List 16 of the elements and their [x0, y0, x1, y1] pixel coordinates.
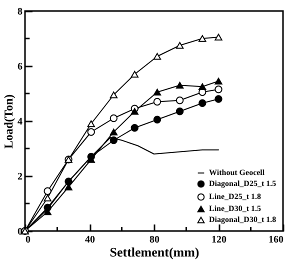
y-tick-label: 4: [18, 116, 22, 128]
x-tick-label: 0: [26, 234, 30, 246]
legend-label: Diagonal_D25_t 1.5: [209, 179, 276, 188]
legend-label: Without Geocell: [209, 168, 266, 177]
x-tick-label: 80: [150, 234, 160, 246]
x-tick-label: 120: [212, 234, 226, 246]
y-axis-title: Load(Ton): [2, 94, 16, 149]
x-tick-label: 40: [85, 234, 95, 246]
legend-label: Diagonal_D30_t 1.8: [209, 215, 276, 224]
y-tick-label: 2: [18, 172, 22, 182]
y-tick-label: 6: [18, 62, 22, 72]
legend-label: Line_D30_t 1.5: [209, 204, 261, 213]
legend-label: Line_D25_t 1.8: [209, 192, 261, 201]
x-tick-label: 160: [268, 234, 284, 246]
y-tick-label: 8: [18, 6, 22, 18]
x-axis-title: Settlement(mm): [110, 244, 200, 260]
